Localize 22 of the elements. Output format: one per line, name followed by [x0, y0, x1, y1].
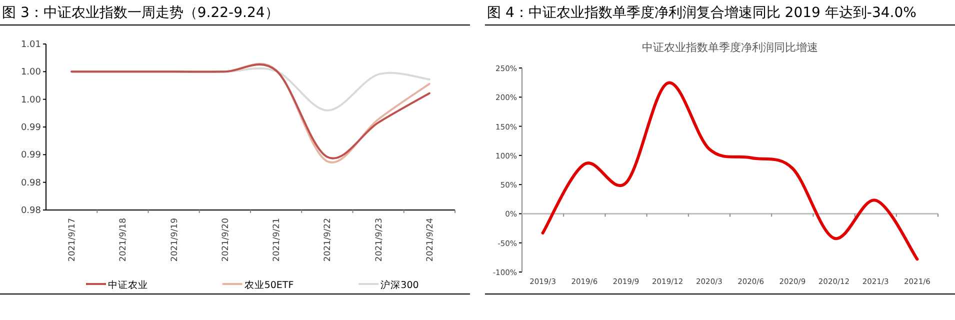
legend-label: 中证农业 — [108, 279, 148, 291]
y-tick-label: 0.98 — [20, 206, 42, 216]
x-tick-label: 2021/9/19 — [170, 218, 180, 262]
chart-subtitle: 中证农业指数单季度净利润同比增速 — [642, 41, 818, 54]
x-tick-label: 2021/9/23 — [374, 218, 384, 262]
x-tick-label: 2021/9/21 — [272, 218, 282, 262]
legend-label: 农业50ETF — [244, 279, 294, 291]
x-tick-label: 2021/9/22 — [323, 218, 334, 262]
chart-title: 图 4：中证农业指数单季度净利润复合增速同比 2019 年达到-34.0% — [487, 5, 916, 21]
y-tick-label: 0.99 — [20, 150, 42, 161]
x-tick-label: 2021/9/24 — [425, 218, 436, 262]
y-tick-label: 1.01 — [20, 40, 41, 50]
y-tick-label: 1.00 — [20, 68, 42, 78]
legend-label: 沪深300 — [380, 279, 419, 291]
chart-title: 图 3：中证农业指数一周走势（9.22-9.24） — [2, 5, 279, 21]
x-tick-label: 2021/9/18 — [118, 218, 129, 262]
line-series — [541, 82, 919, 261]
y-tick-label: 0.99 — [20, 123, 42, 133]
y-tick-label: 1.00 — [20, 95, 42, 106]
x-tick-label: 2021/9/20 — [220, 218, 231, 262]
y-tick-label: 0.98 — [20, 178, 42, 188]
x-tick-label: 2021/9/17 — [68, 218, 78, 262]
